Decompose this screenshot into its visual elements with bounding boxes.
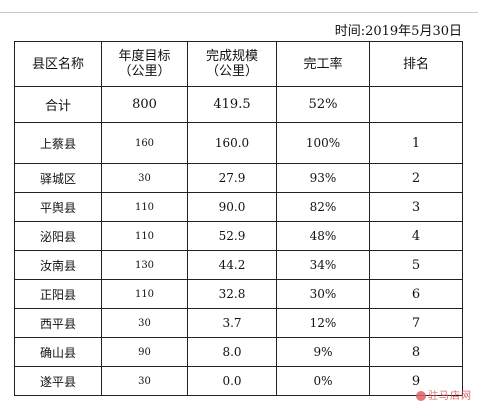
table-row: 遂平县 30 0.0 0% 9 [14, 366, 463, 396]
table-row: 确山县 90 8.0 9% 8 [14, 337, 463, 367]
header-target-line2: （公里） [118, 64, 171, 79]
row-rate: 82% [276, 192, 370, 222]
row-county: 上蔡县 [14, 122, 102, 164]
row-rate: 12% [276, 308, 370, 338]
table-header-row: 县区名称 年度目标 （公里） 完成规模 （公里） 完工率 排名 [14, 41, 463, 87]
row-done: 160.0 [187, 122, 277, 164]
row-target: 30 [101, 366, 188, 396]
row-county: 平舆县 [14, 192, 102, 222]
table-row: 汝南县 130 44.2 34% 5 [14, 250, 463, 280]
row-target: 110 [101, 192, 188, 222]
row-done: 8.0 [187, 337, 277, 367]
row-county: 泌阳县 [14, 221, 102, 251]
row-done: 27.9 [187, 163, 277, 193]
row-done: 3.7 [187, 308, 277, 338]
progress-table: 县区名称 年度目标 （公里） 完成规模 （公里） 完工率 排名 合计 800 4… [14, 41, 463, 396]
row-target: 30 [101, 308, 188, 338]
row-county: 遂平县 [14, 366, 102, 396]
row-rate: 93% [276, 163, 370, 193]
watermark-text: 驻马店网 [428, 391, 472, 402]
row-county: 正阳县 [14, 279, 102, 309]
row-target: 110 [101, 279, 188, 309]
row-rate: 0% [276, 366, 370, 396]
row-done: 52.9 [187, 221, 277, 251]
row-rank: 2 [369, 163, 463, 193]
row-rank: 3 [369, 192, 463, 222]
report-date: 时间:2019年5月30日 [14, 18, 462, 40]
row-rank: 8 [369, 337, 463, 367]
row-rank: 4 [369, 221, 463, 251]
header-done-line2: （公里） [205, 64, 258, 79]
total-rate: 52% [276, 86, 370, 123]
table-row: 上蔡县 160 160.0 100% 1 [14, 122, 463, 164]
total-target: 800 [101, 86, 188, 123]
total-name: 合计 [14, 86, 102, 123]
row-rate: 48% [276, 221, 370, 251]
row-rank: 7 [369, 308, 463, 338]
header-rank: 排名 [369, 41, 463, 87]
table-row: 泌阳县 110 52.9 48% 4 [14, 221, 463, 251]
header-county: 县区名称 [14, 41, 102, 87]
row-target: 130 [101, 250, 188, 280]
row-done: 44.2 [187, 250, 277, 280]
row-county: 驿城区 [14, 163, 102, 193]
table-row: 驿城区 30 27.9 93% 2 [14, 163, 463, 193]
row-target: 160 [101, 122, 188, 164]
row-county: 西平县 [14, 308, 102, 338]
row-done: 32.8 [187, 279, 277, 309]
total-row: 合计 800 419.5 52% [14, 86, 463, 123]
row-target: 90 [101, 337, 188, 367]
site-watermark: 驻马店网 [416, 387, 472, 402]
row-target: 30 [101, 163, 188, 193]
total-rank [369, 86, 463, 123]
header-done-line1: 完成规模 [205, 49, 258, 64]
header-completion-rate: 完工率 [276, 41, 370, 87]
table-row: 西平县 30 3.7 12% 7 [14, 308, 463, 338]
row-rank: 1 [369, 122, 463, 164]
top-divider [0, 12, 478, 13]
row-done: 90.0 [187, 192, 277, 222]
table-row: 平舆县 110 90.0 82% 3 [14, 192, 463, 222]
total-done: 419.5 [187, 86, 277, 123]
table-row: 正阳县 110 32.8 30% 6 [14, 279, 463, 309]
header-annual-target: 年度目标 （公里） [101, 41, 188, 87]
row-rank: 5 [369, 250, 463, 280]
date-text: 时间:2019年5月30日 [334, 23, 462, 39]
row-rate: 100% [276, 122, 370, 164]
row-rate: 30% [276, 279, 370, 309]
row-rate: 34% [276, 250, 370, 280]
row-target: 110 [101, 221, 188, 251]
row-county: 汝南县 [14, 250, 102, 280]
row-county: 确山县 [14, 337, 102, 367]
row-rank: 6 [369, 279, 463, 309]
header-target-line1: 年度目标 [118, 49, 171, 64]
watermark-logo-icon [416, 391, 426, 401]
row-done: 0.0 [187, 366, 277, 396]
row-rate: 9% [276, 337, 370, 367]
header-completed-scale: 完成规模 （公里） [187, 41, 277, 87]
